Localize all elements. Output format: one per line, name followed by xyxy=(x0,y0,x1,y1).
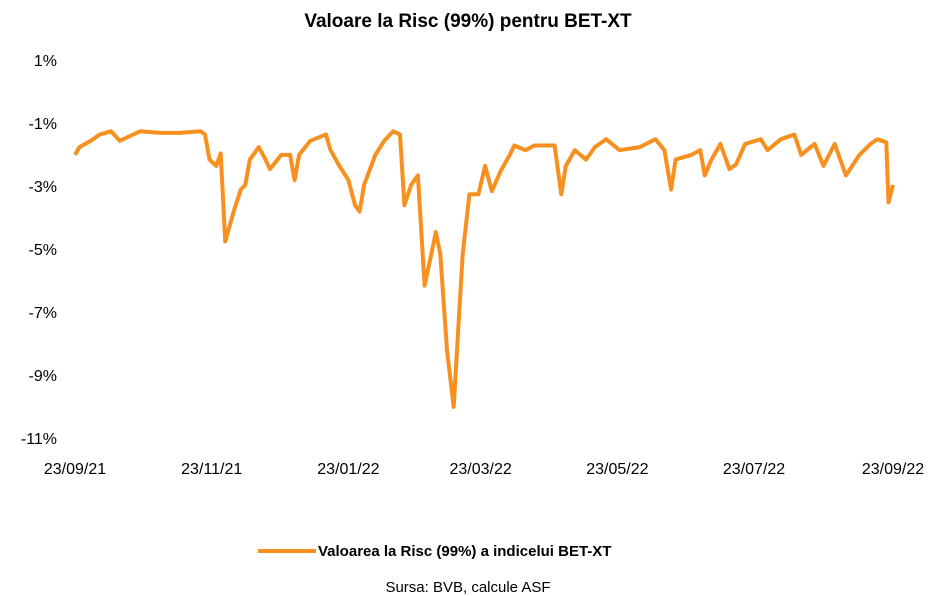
x-tick-label: 23/11/21 xyxy=(181,461,242,478)
x-tick-label: 23/05/22 xyxy=(586,461,648,478)
y-tick-label: -5% xyxy=(29,242,57,259)
y-tick-label: -1% xyxy=(29,116,57,133)
y-tick-label: -11% xyxy=(21,431,57,448)
y-tick-label: -3% xyxy=(29,179,57,196)
legend-label: Valoarea la Risc (99%) a indicelui BET-X… xyxy=(318,543,611,560)
x-tick-label: 23/03/22 xyxy=(449,461,511,478)
series-line xyxy=(73,129,895,409)
x-tick-label: 23/09/21 xyxy=(44,461,106,478)
x-tick-label: 23/01/22 xyxy=(317,461,379,478)
y-tick-label: -9% xyxy=(29,368,57,385)
x-tick-label: 23/09/22 xyxy=(862,461,924,478)
source-note: Sursa: BVB, calcule ASF xyxy=(385,579,550,596)
chart-title: Valoare la Risc (99%) pentru BET-XT xyxy=(304,11,632,32)
y-tick-label: -7% xyxy=(29,305,57,322)
y-tick-label: 1% xyxy=(34,53,57,70)
x-tick-label: 23/07/22 xyxy=(723,461,785,478)
